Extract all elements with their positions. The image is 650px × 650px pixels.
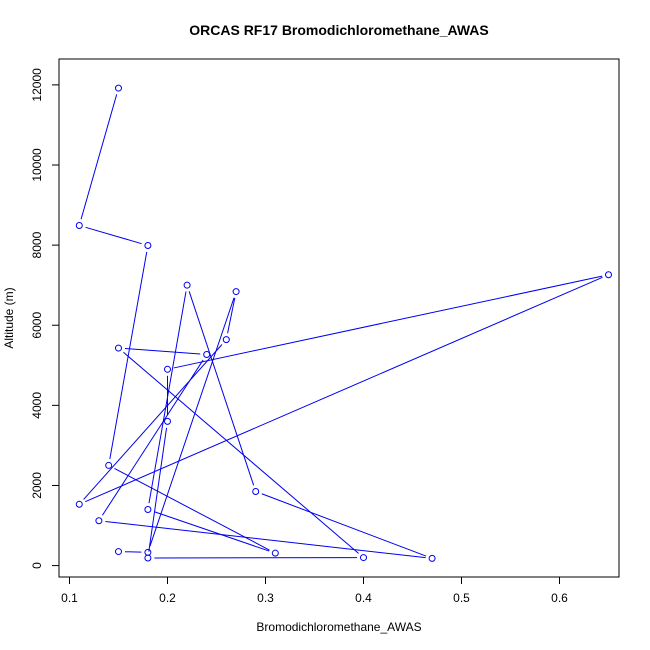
series-segment xyxy=(261,493,427,557)
y-tick-label: 6000 xyxy=(30,312,44,339)
series-segment xyxy=(109,251,148,460)
series-segment xyxy=(148,427,168,552)
series-segment xyxy=(85,226,142,245)
series-segment xyxy=(153,511,270,552)
series-line xyxy=(80,94,603,559)
series-segment xyxy=(149,297,235,547)
y-tick-label: 0 xyxy=(30,562,44,569)
series-segment xyxy=(85,276,603,503)
data-point xyxy=(222,336,230,344)
data-point xyxy=(114,548,122,556)
series-points xyxy=(75,84,613,562)
data-point xyxy=(232,288,240,296)
data-point xyxy=(95,517,103,525)
y-tick-label: 12000 xyxy=(30,68,44,102)
x-tick-label: 0.6 xyxy=(551,591,568,605)
series-segment xyxy=(80,94,118,220)
series-segment xyxy=(83,344,223,500)
data-point xyxy=(271,549,279,557)
y-tick-label: 2000 xyxy=(30,472,44,499)
series-segment xyxy=(227,297,236,334)
data-point xyxy=(144,242,152,250)
y-tick-label: 8000 xyxy=(30,231,44,258)
data-point xyxy=(163,417,171,425)
data-point xyxy=(183,281,191,289)
series-segment xyxy=(102,359,204,516)
data-point xyxy=(75,221,83,229)
plot-area xyxy=(58,58,620,578)
data-point xyxy=(114,344,122,352)
series-segment xyxy=(114,468,270,551)
x-tick-label: 0.1 xyxy=(61,591,78,605)
data-point xyxy=(428,554,436,562)
data-point xyxy=(105,461,113,469)
x-tick-label: 0.4 xyxy=(355,591,372,605)
data-point xyxy=(114,84,122,92)
data-point xyxy=(252,487,260,495)
x-axis-label: Bromodichloromethane_AWAS xyxy=(256,620,421,634)
data-point xyxy=(203,350,211,358)
y-tick-label: 4000 xyxy=(30,392,44,419)
series-segment xyxy=(123,351,359,554)
series-segment xyxy=(188,291,255,486)
data-point xyxy=(75,500,83,508)
y-axis-label: Altitude (m) xyxy=(2,287,16,348)
chart-title: ORCAS RF17 Bromodichloromethane_AWAS xyxy=(189,22,489,38)
series-segment xyxy=(173,275,603,369)
series-segment xyxy=(105,520,426,559)
data-point xyxy=(163,365,171,373)
series-segment xyxy=(124,348,201,355)
y-tick-label: 10000 xyxy=(30,148,44,182)
data-point xyxy=(144,506,152,514)
x-axis: 0.1 0.2 0.3 0.4 0.5 0.6 xyxy=(61,576,568,605)
data-point xyxy=(605,271,613,279)
data-point xyxy=(144,554,152,562)
plot-frame xyxy=(58,58,620,578)
x-tick-label: 0.5 xyxy=(453,591,470,605)
data-point xyxy=(144,548,152,556)
data-point xyxy=(360,554,368,562)
x-tick-label: 0.2 xyxy=(159,591,176,605)
x-tick-label: 0.3 xyxy=(257,591,274,605)
y-axis: 0 2000 4000 6000 8000 10000 12000 xyxy=(30,68,60,569)
